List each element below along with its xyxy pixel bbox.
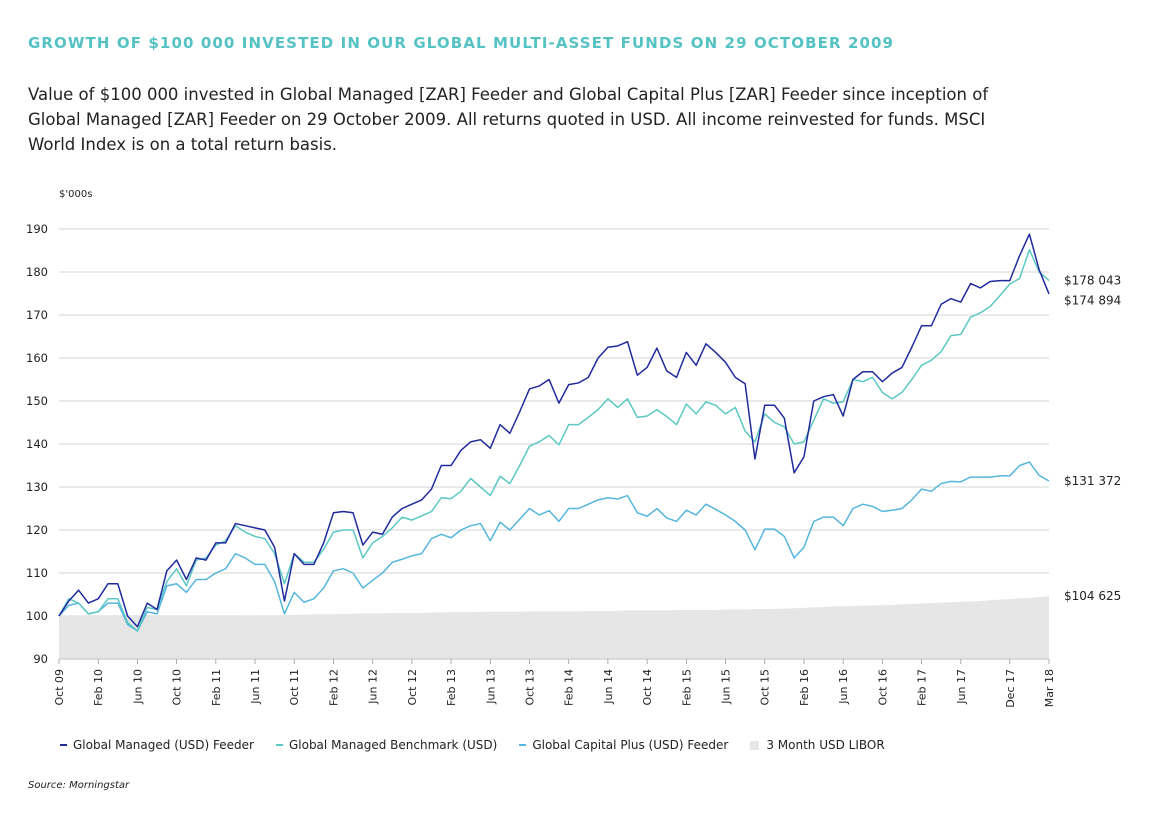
- x-tick-label: Jun 16: [837, 669, 850, 705]
- x-tick-label: Feb 10: [92, 669, 105, 706]
- legend-item: Global Managed Benchmark (USD): [275, 738, 498, 752]
- legend-swatch: [519, 744, 527, 746]
- end-value-label: $131 372: [1064, 474, 1121, 488]
- legend-item: 3 Month USD LIBOR: [750, 738, 885, 752]
- y-tick-label: 170: [26, 308, 48, 322]
- x-tick-label: Jun 10: [131, 669, 144, 705]
- legend-label: 3 Month USD LIBOR: [766, 738, 885, 752]
- x-tick-label: Mar 18: [1043, 669, 1056, 707]
- x-tick-label: Feb 15: [680, 669, 693, 706]
- global-managed-benchmark-usd-line: [58, 248, 1050, 632]
- y-tick-label: 110: [26, 566, 48, 580]
- x-tick-label: Oct 13: [523, 669, 536, 706]
- legend-swatch: [60, 744, 67, 746]
- y-tick-label: 190: [26, 222, 48, 236]
- x-tick-label: Oct 15: [759, 669, 772, 706]
- legend-label: Global Capital Plus (USD) Feeder: [532, 738, 729, 752]
- y-tick-label: 180: [26, 265, 48, 279]
- x-tick-label: Oct 12: [406, 669, 419, 706]
- x-tick-label: Jun 15: [720, 669, 733, 705]
- legend-swatch: [750, 740, 760, 750]
- x-tick-label: Oct 09: [53, 669, 66, 706]
- libor-area-series: [59, 596, 1049, 659]
- end-value-label: $174 894: [1064, 294, 1121, 308]
- y-tick-label: 160: [26, 351, 48, 365]
- y-tick-label: 100: [26, 609, 48, 623]
- x-tick-label: Jun 12: [367, 669, 380, 705]
- chart-title: GROWTH OF $100 000 INVESTED IN OUR GLOBA…: [28, 34, 895, 52]
- chart-subtitle: Value of $100 000 invested in Global Man…: [28, 85, 989, 154]
- x-tick-label: Feb 13: [445, 669, 458, 706]
- chart-legend: Global Managed (USD) Feeder Global Manage…: [60, 738, 907, 752]
- x-tick-label: Feb 14: [563, 669, 576, 706]
- y-tick-label: 150: [26, 394, 48, 408]
- legend-label: Global Managed (USD) Feeder: [73, 738, 254, 752]
- y-tick-label: 90: [33, 652, 48, 666]
- legend-label: Global Managed Benchmark (USD): [288, 738, 498, 752]
- x-tick-label: Feb 11: [210, 669, 223, 706]
- x-tick-label: Feb 12: [327, 669, 340, 706]
- x-tick-label: Oct 14: [641, 669, 654, 706]
- x-tick-label: Jun 11: [249, 669, 262, 705]
- global-capital-plus-usd-feeder-line: [58, 461, 1050, 632]
- y-tick-label: 140: [26, 437, 48, 451]
- y-tick-label: 120: [26, 523, 48, 537]
- global-managed-usd-feeder-line: [58, 233, 1050, 628]
- x-tick-label: Oct 11: [288, 669, 301, 706]
- x-tick-label: Jun 14: [602, 669, 615, 705]
- end-value-label: $104 625: [1064, 589, 1121, 603]
- x-tick-label: Feb 16: [798, 669, 811, 706]
- legend-swatch: [275, 744, 283, 746]
- y-tick-label: 130: [26, 480, 48, 494]
- x-tick-label: Dec 17: [1004, 669, 1017, 708]
- legend-item: Global Capital Plus (USD) Feeder: [519, 738, 728, 752]
- source-note: Source: Morningstar: [28, 780, 130, 791]
- x-tick-label: Feb 17: [916, 669, 929, 706]
- x-tick-label: Jun 17: [955, 669, 968, 705]
- x-tick-label: Oct 16: [876, 669, 889, 706]
- legend-item: Global Managed (USD) Feeder: [60, 738, 254, 752]
- x-tick-label: Jun 13: [484, 669, 497, 705]
- x-tick-label: Oct 10: [171, 669, 184, 706]
- end-value-label: $178 043: [1064, 274, 1121, 288]
- y-axis-unit-label: $'000s: [59, 189, 92, 200]
